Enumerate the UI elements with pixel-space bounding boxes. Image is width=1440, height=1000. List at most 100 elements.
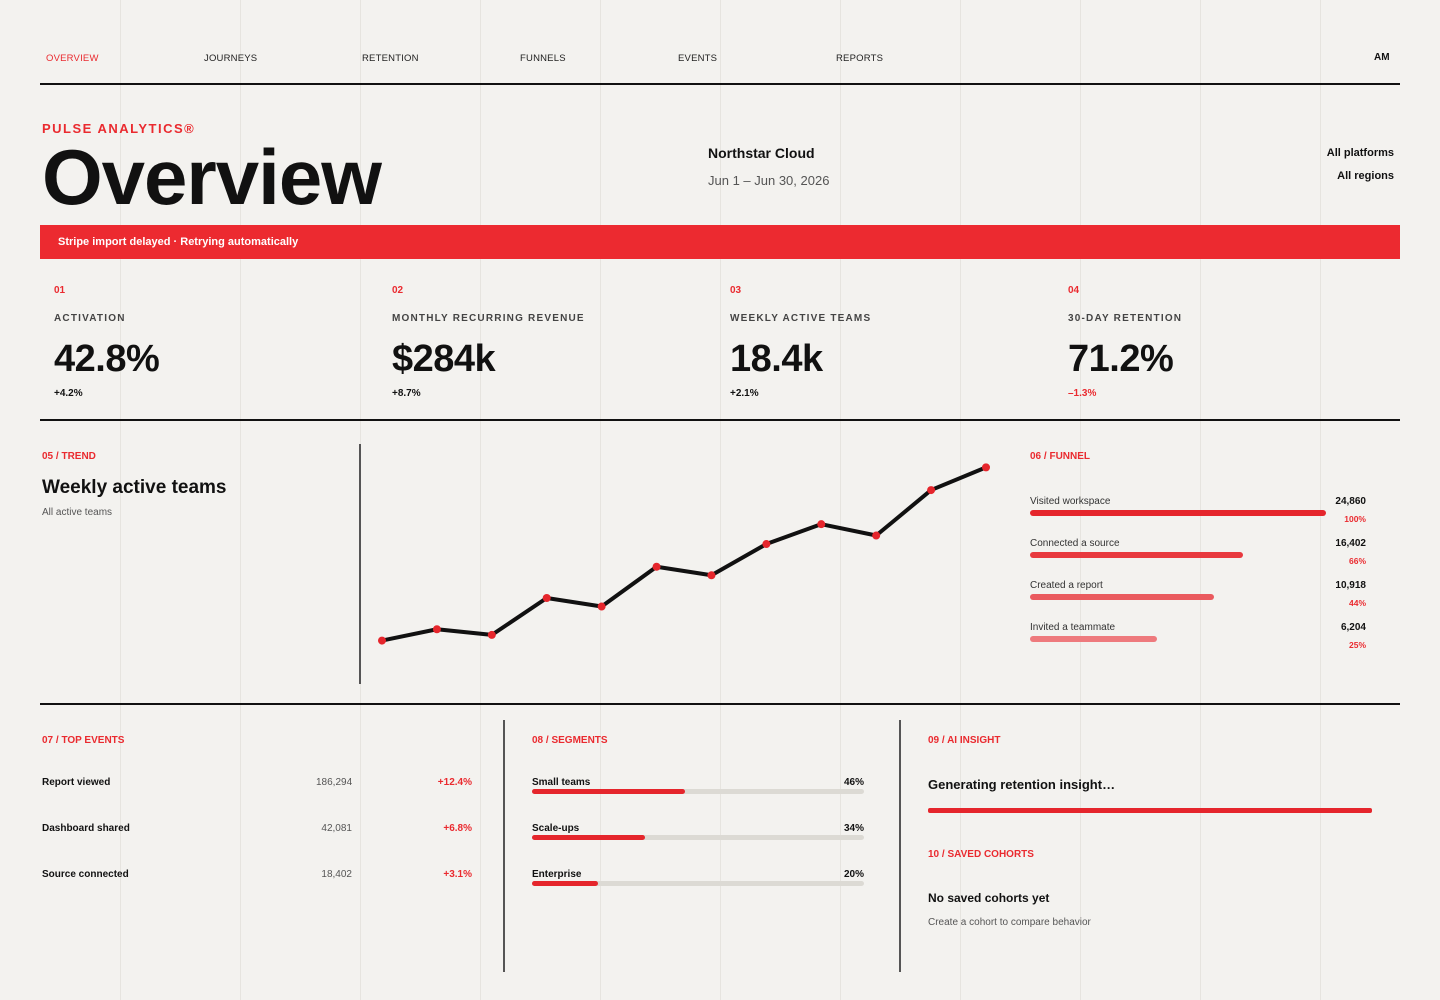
- trend-data-point[interactable]: [762, 540, 771, 549]
- date-range-picker[interactable]: Jun 1 – Jun 30, 2026: [708, 173, 830, 188]
- kpi-label: ACTIVATION: [54, 313, 126, 324]
- funnel-tag: 06 / FUNNEL: [1030, 451, 1091, 462]
- trend-data-point[interactable]: [707, 571, 716, 580]
- trend-data-point[interactable]: [378, 636, 386, 645]
- funnel-step-percent: 66%: [1348, 556, 1366, 566]
- kpi-card-retention[interactable]: 04 30-DAY RETENTION 71.2% –1.3%: [1068, 285, 1398, 399]
- funnel-step-label: Visited workspace: [1030, 496, 1111, 507]
- funnel-step[interactable]: Visited workspace 24,860 100%: [1030, 496, 1366, 536]
- funnel-step-percent: 25%: [1348, 640, 1366, 650]
- trend-divider: [40, 703, 1400, 705]
- funnel-step-percent: 100%: [1344, 514, 1366, 524]
- segment-fill: [532, 835, 645, 840]
- event-name: Source connected: [42, 869, 129, 880]
- trend-data-point[interactable]: [652, 562, 661, 571]
- kpi-value: 42.8%: [54, 338, 160, 380]
- funnel-step-bar: [1030, 552, 1244, 558]
- trend-data-point[interactable]: [982, 463, 990, 472]
- segment-percent: 46%: [843, 777, 864, 788]
- nav-item-reports[interactable]: REPORTS: [836, 53, 884, 64]
- event-row[interactable]: Report viewed 186,294 +12.4%: [42, 777, 472, 793]
- create-cohort-link[interactable]: Create a cohort to compare behavior: [928, 917, 1091, 928]
- nav-item-funnels[interactable]: FUNNELS: [520, 53, 566, 64]
- ai-insight-progress-bar: [928, 808, 1372, 813]
- saved-cohorts-tag: 10 / SAVED COHORTS: [928, 849, 1034, 860]
- kpi-value: 18.4k: [730, 338, 823, 380]
- trend-axis-line: [359, 444, 361, 684]
- kpi-delta: –1.3%: [1068, 388, 1097, 399]
- kpi-card-weekly-active-teams[interactable]: 03 WEEKLY ACTIVE TEAMS 18.4k +2.1%: [730, 285, 1060, 399]
- event-count: 42,081: [321, 823, 352, 834]
- kpi-number: 02: [392, 285, 404, 296]
- alert-text: Stripe import delayed · Retrying automat…: [58, 236, 299, 248]
- trend-data-point[interactable]: [542, 594, 551, 602]
- kpi-label: WEEKLY ACTIVE TEAMS: [730, 313, 872, 324]
- trend-data-point[interactable]: [487, 630, 496, 639]
- column-divider: [899, 720, 901, 972]
- nav-item-events[interactable]: EVENTS: [678, 53, 718, 64]
- segment-label: Enterprise: [532, 869, 582, 880]
- trend-data-point[interactable]: [432, 625, 441, 634]
- workspace-selector[interactable]: Northstar Cloud: [708, 145, 815, 161]
- funnel-step-label: Invited a teammate: [1030, 622, 1116, 633]
- kpi-card-mrr[interactable]: 02 MONTHLY RECURRING REVENUE $284k +8.7%: [392, 285, 722, 399]
- brand-name: PULSE ANALYTICS®: [42, 121, 196, 136]
- trend-title: Weekly active teams: [42, 477, 227, 498]
- funnel-step[interactable]: Invited a teammate 6,204 25%: [1030, 622, 1366, 662]
- funnel-step-percent: 44%: [1348, 598, 1366, 608]
- region-filter[interactable]: All regions: [1337, 170, 1394, 182]
- funnel-step-count: 24,860: [1335, 496, 1366, 507]
- ai-insight-status: Generating retention insight…: [928, 777, 1116, 792]
- nav-divider: [40, 83, 1400, 85]
- user-avatar-initials[interactable]: AM: [1374, 52, 1390, 63]
- platform-filter[interactable]: All platforms: [1326, 147, 1394, 159]
- nav-item-retention[interactable]: RETENTION: [362, 53, 419, 64]
- segment-label: Small teams: [532, 777, 591, 788]
- funnel-step[interactable]: Created a report 10,918 44%: [1030, 580, 1366, 620]
- segment-row[interactable]: Scale-ups 34%: [532, 823, 864, 853]
- trend-data-point[interactable]: [597, 602, 606, 611]
- funnel-step[interactable]: Connected a source 16,402 66%: [1030, 538, 1366, 578]
- event-row[interactable]: Dashboard shared 42,081 +6.8%: [42, 823, 472, 839]
- nav-item-overview[interactable]: OVERVIEW: [46, 53, 99, 64]
- kpi-number: 03: [730, 285, 742, 296]
- kpi-delta: +2.1%: [730, 388, 759, 399]
- segment-track: [532, 881, 864, 886]
- trend-series-line: [381, 465, 987, 643]
- event-count: 186,294: [316, 777, 353, 788]
- segment-row[interactable]: Small teams 46%: [532, 777, 864, 807]
- alert-banner: Stripe import delayed · Retrying automat…: [40, 225, 1400, 259]
- segment-row[interactable]: Enterprise 20%: [532, 869, 864, 899]
- event-name: Dashboard shared: [42, 823, 130, 834]
- segment-label: Scale-ups: [532, 823, 580, 834]
- ai-insight-tag: 09 / AI INSIGHT: [928, 735, 1001, 746]
- trend-data-point[interactable]: [817, 520, 826, 529]
- kpi-divider: [40, 419, 1400, 421]
- kpi-delta: +4.2%: [54, 388, 83, 399]
- trend-data-point[interactable]: [872, 531, 881, 540]
- funnel-step-label: Connected a source: [1030, 538, 1120, 549]
- event-delta: +12.4%: [437, 777, 472, 788]
- kpi-number: 04: [1068, 285, 1080, 296]
- kpi-label: 30-DAY RETENTION: [1068, 313, 1183, 324]
- trend-subtitle: All active teams: [42, 507, 113, 518]
- funnel-step-label: Created a report: [1030, 580, 1103, 591]
- kpi-value: $284k: [392, 338, 496, 380]
- funnel-step-count: 10,918: [1335, 580, 1366, 591]
- segment-fill: [532, 789, 685, 794]
- funnel-step-count: 6,204: [1340, 622, 1366, 633]
- nav-item-journeys[interactable]: JOURNEYS: [204, 53, 258, 64]
- event-name: Report viewed: [42, 777, 111, 788]
- event-count: 18,402: [321, 869, 352, 880]
- event-row[interactable]: Source connected 18,402 +3.1%: [42, 869, 472, 885]
- kpi-delta: +8.7%: [392, 388, 421, 399]
- event-delta: +3.1%: [443, 869, 472, 880]
- funnel-step-bar: [1030, 636, 1158, 642]
- kpi-number: 01: [54, 285, 66, 296]
- event-delta: +6.8%: [443, 823, 472, 834]
- trend-data-point[interactable]: [927, 486, 936, 495]
- column-divider: [503, 720, 505, 972]
- kpi-value: 71.2%: [1068, 338, 1174, 380]
- kpi-card-activation[interactable]: 01 ACTIVATION 42.8% +4.2%: [54, 285, 384, 399]
- segment-track: [532, 789, 864, 794]
